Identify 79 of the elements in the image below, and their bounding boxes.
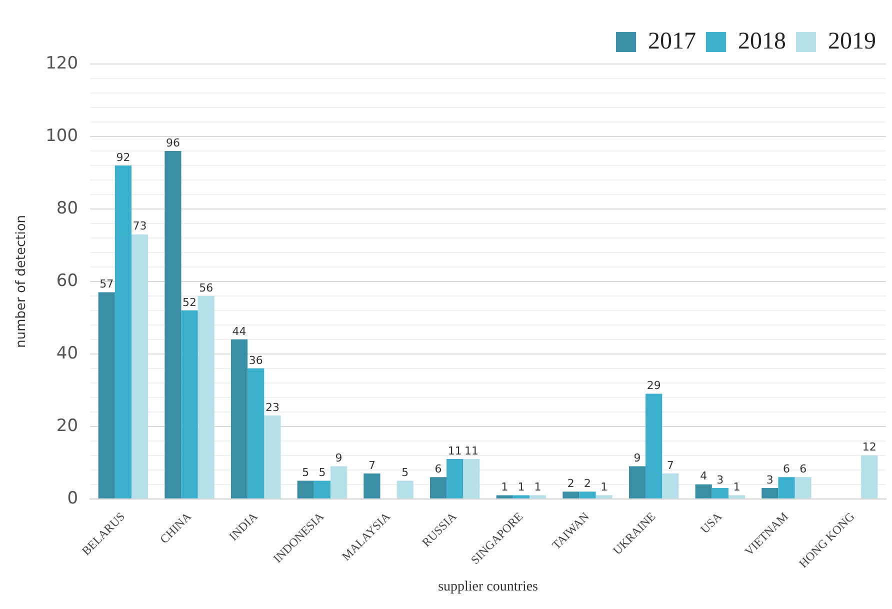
data-label: 1 [534, 480, 542, 494]
data-label: 1 [518, 480, 525, 494]
data-label: 11 [448, 444, 462, 458]
y-tick-label: 80 [56, 198, 78, 218]
bar [396, 480, 414, 498]
bar [181, 310, 198, 498]
data-label: 56 [199, 281, 214, 294]
y-tick-label: 40 [56, 343, 78, 364]
bar [297, 480, 314, 498]
data-label: 3 [766, 473, 774, 486]
bar [463, 459, 480, 498]
data-label: 23 [265, 400, 280, 414]
bar [198, 296, 214, 498]
bar [628, 466, 646, 498]
bar [562, 492, 580, 498]
bar [728, 495, 746, 498]
bar [231, 339, 248, 498]
y-tick-label: 20 [56, 416, 78, 436]
bar [330, 466, 348, 498]
data-label: 4 [700, 470, 708, 483]
data-label: 73 [132, 220, 147, 233]
legend-label: 2018 [738, 28, 786, 54]
bar [430, 477, 447, 498]
data-label: 6 [434, 462, 442, 476]
data-label: 7 [666, 458, 674, 472]
data-label: 5 [302, 466, 310, 480]
bar [248, 368, 264, 498]
bar [646, 394, 662, 498]
data-label: 96 [166, 136, 180, 150]
data-label: 1 [733, 480, 740, 494]
bar [662, 474, 679, 498]
bar [364, 474, 380, 498]
bar [695, 484, 712, 498]
data-label: 36 [248, 354, 263, 367]
bar [794, 477, 812, 498]
legend-label: 2017 [648, 28, 696, 54]
data-label: 29 [646, 379, 661, 392]
y-tick-label: 100 [46, 126, 78, 146]
data-label: 9 [335, 452, 342, 465]
data-label: 52 [182, 296, 197, 309]
bar [114, 165, 132, 498]
data-label: 6 [783, 462, 790, 476]
bar [446, 459, 464, 498]
data-label: 5 [318, 466, 326, 480]
bar [596, 495, 612, 498]
bar [778, 477, 795, 498]
data-label: 1 [501, 480, 508, 494]
data-label: 3 [716, 473, 724, 486]
data-label: 44 [232, 324, 246, 338]
data-label: 2 [567, 476, 574, 490]
x-tick-label: USA [698, 509, 725, 536]
data-label: 11 [464, 444, 478, 458]
data-label: 12 [862, 440, 876, 454]
legend-label: 2019 [828, 28, 876, 54]
bar [98, 292, 115, 498]
bar [762, 488, 778, 498]
data-label: 1 [600, 480, 608, 494]
y-tick-label: 60 [56, 270, 78, 291]
data-label: 2 [584, 476, 592, 490]
bar [512, 495, 530, 498]
data-label: 5 [402, 466, 409, 480]
data-label: 7 [368, 458, 376, 472]
bar [314, 480, 330, 498]
x-axis-title: supplier countries [438, 579, 538, 594]
bar [164, 150, 182, 498]
bar [712, 488, 728, 498]
data-label: 6 [800, 462, 807, 476]
data-label: 57 [100, 278, 114, 291]
bar [861, 455, 878, 498]
y-tick-label: 0 [67, 488, 78, 508]
bar [264, 416, 281, 498]
bar [579, 492, 596, 498]
data-label: 9 [634, 452, 641, 465]
bar [496, 495, 513, 498]
y-tick-label: 120 [46, 53, 78, 74]
data-label: 92 [116, 150, 130, 164]
bar [529, 495, 546, 498]
bar [132, 234, 148, 498]
y-axis-title: number of detection [14, 214, 30, 348]
